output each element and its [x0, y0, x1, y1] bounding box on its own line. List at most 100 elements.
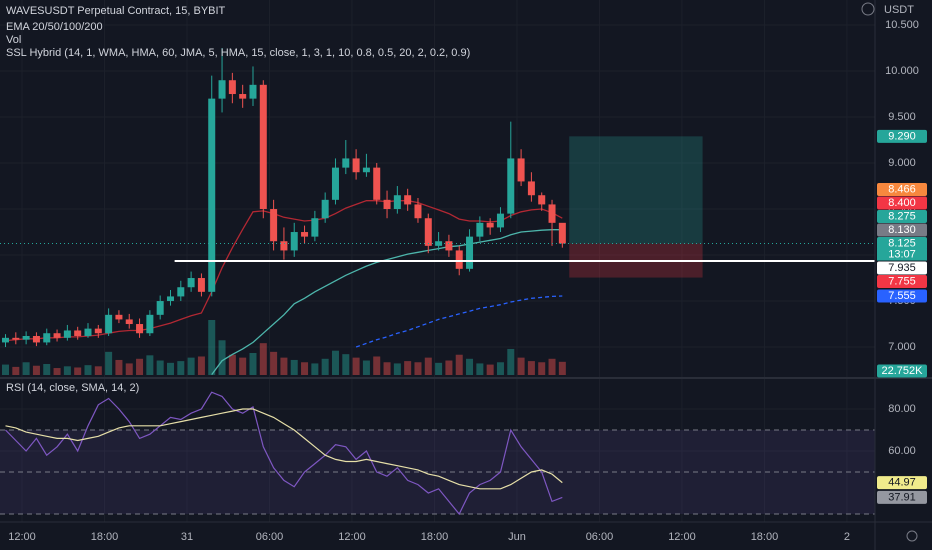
y-tick-label: 10.000 — [885, 65, 919, 77]
candle-body — [84, 328, 92, 336]
x-tick-label: 18:00 — [421, 531, 449, 543]
volume-bar — [177, 361, 185, 375]
volume-bar — [538, 362, 546, 375]
candle-body — [383, 199, 391, 210]
candle-body — [342, 158, 350, 168]
candle-body — [105, 314, 113, 334]
volume-bar — [249, 353, 257, 375]
candle-body — [301, 232, 309, 237]
line-series — [355, 295, 563, 348]
price-label: 8.275 — [888, 210, 916, 222]
volume-bar — [455, 354, 463, 375]
volume-bar — [270, 351, 278, 375]
price-label: 8.400 — [888, 197, 916, 209]
volume-bar — [239, 357, 247, 375]
candle-body — [466, 236, 474, 269]
candle-body — [424, 218, 432, 246]
price-label-bg — [877, 196, 927, 210]
volume-bar — [125, 363, 133, 375]
candle-body — [239, 94, 247, 99]
candle-body — [311, 218, 319, 237]
candle-body — [445, 241, 453, 251]
countdown-bg — [877, 248, 927, 261]
y-tick-label: 60.00 — [888, 445, 916, 457]
price-label-bg — [877, 289, 927, 303]
candle-body — [74, 330, 82, 336]
volume-bar — [156, 360, 164, 375]
candle-body — [53, 333, 61, 338]
x-tick-label: Jun — [508, 531, 526, 543]
volume-label-bg — [877, 364, 927, 378]
volume-bar — [517, 357, 525, 375]
indicator-legend: SSL Hybrid (14, 1, WMA, HMA, 60, JMA, 5,… — [6, 47, 470, 59]
candle-body — [94, 328, 102, 334]
volume-bar — [259, 343, 267, 375]
rsi-value-label: 44.97 — [888, 476, 916, 488]
candle-body — [249, 84, 257, 99]
candle-body — [208, 98, 216, 292]
x-tick-label: 12:00 — [668, 531, 696, 543]
candle-body — [527, 181, 535, 196]
y-tick-label: 9.000 — [888, 157, 916, 169]
candle-body — [507, 158, 515, 214]
volume-bar — [94, 366, 102, 375]
rsi-band — [0, 430, 875, 514]
volume-bar — [74, 367, 82, 375]
candle-body — [156, 301, 164, 315]
volume-bar — [507, 348, 515, 375]
candle-body — [517, 158, 525, 182]
price-label-bg — [877, 261, 927, 275]
volume-label: 22.752K — [882, 365, 924, 377]
y-tick-label: 9.500 — [888, 111, 916, 123]
candle-body — [166, 296, 174, 302]
indicator-legend: EMA 20/50/100/200 — [6, 21, 103, 33]
volume-bar — [383, 362, 391, 375]
volume-bar — [476, 363, 484, 375]
candle-body — [486, 222, 494, 228]
price-label-bg — [877, 129, 927, 143]
current-price-label-bg — [877, 237, 927, 251]
candle-body — [125, 319, 133, 325]
unit-label: USDT — [884, 4, 914, 16]
price-label: 7.555 — [888, 290, 916, 302]
rsi-value-label: 37.91 — [888, 491, 916, 503]
x-tick-label: 06:00 — [256, 531, 284, 543]
x-tick-label: 2 — [844, 531, 850, 543]
settings-button[interactable] — [861, 2, 875, 16]
candle-body — [538, 195, 546, 205]
price-label-bg — [877, 183, 927, 197]
price-label-bg — [877, 223, 927, 237]
volume-bar — [105, 351, 113, 375]
volume-bar — [414, 362, 422, 375]
volume-bar — [63, 366, 71, 375]
volume-bar — [84, 365, 92, 375]
volume-bar — [445, 360, 453, 375]
candle-body — [22, 335, 30, 340]
candle-body — [280, 241, 288, 251]
candle-body — [476, 222, 484, 237]
volume-bar — [146, 355, 154, 375]
x-tick-label: 12:00 — [338, 531, 366, 543]
candle-body — [218, 80, 226, 99]
volume-bar — [32, 365, 40, 375]
y-tick-label: 7.000 — [888, 341, 916, 353]
candle-body — [496, 213, 504, 228]
price-label-bg — [877, 275, 927, 289]
candle-body — [558, 222, 566, 244]
volume-bar — [496, 362, 504, 375]
candle-body — [177, 287, 185, 297]
candle-body — [12, 337, 20, 340]
price-label: 8.466 — [888, 183, 916, 195]
x-tick-label: 12:00 — [8, 531, 36, 543]
volume-bar — [301, 362, 309, 375]
candle-body — [414, 204, 422, 219]
candle-body — [43, 333, 51, 343]
axes: 12:00 18:00 31 06:00 12:00 18:00 Jun 06:00 12:00… — [8, 19, 927, 543]
scale-settings-button[interactable] — [906, 530, 918, 542]
price-label-bg — [877, 210, 927, 224]
x-tick-label: 18:00 — [91, 531, 119, 543]
y-tick-label: 80.00 — [888, 403, 916, 415]
price-label: 8.130 — [888, 224, 916, 236]
candle-body — [548, 204, 556, 223]
